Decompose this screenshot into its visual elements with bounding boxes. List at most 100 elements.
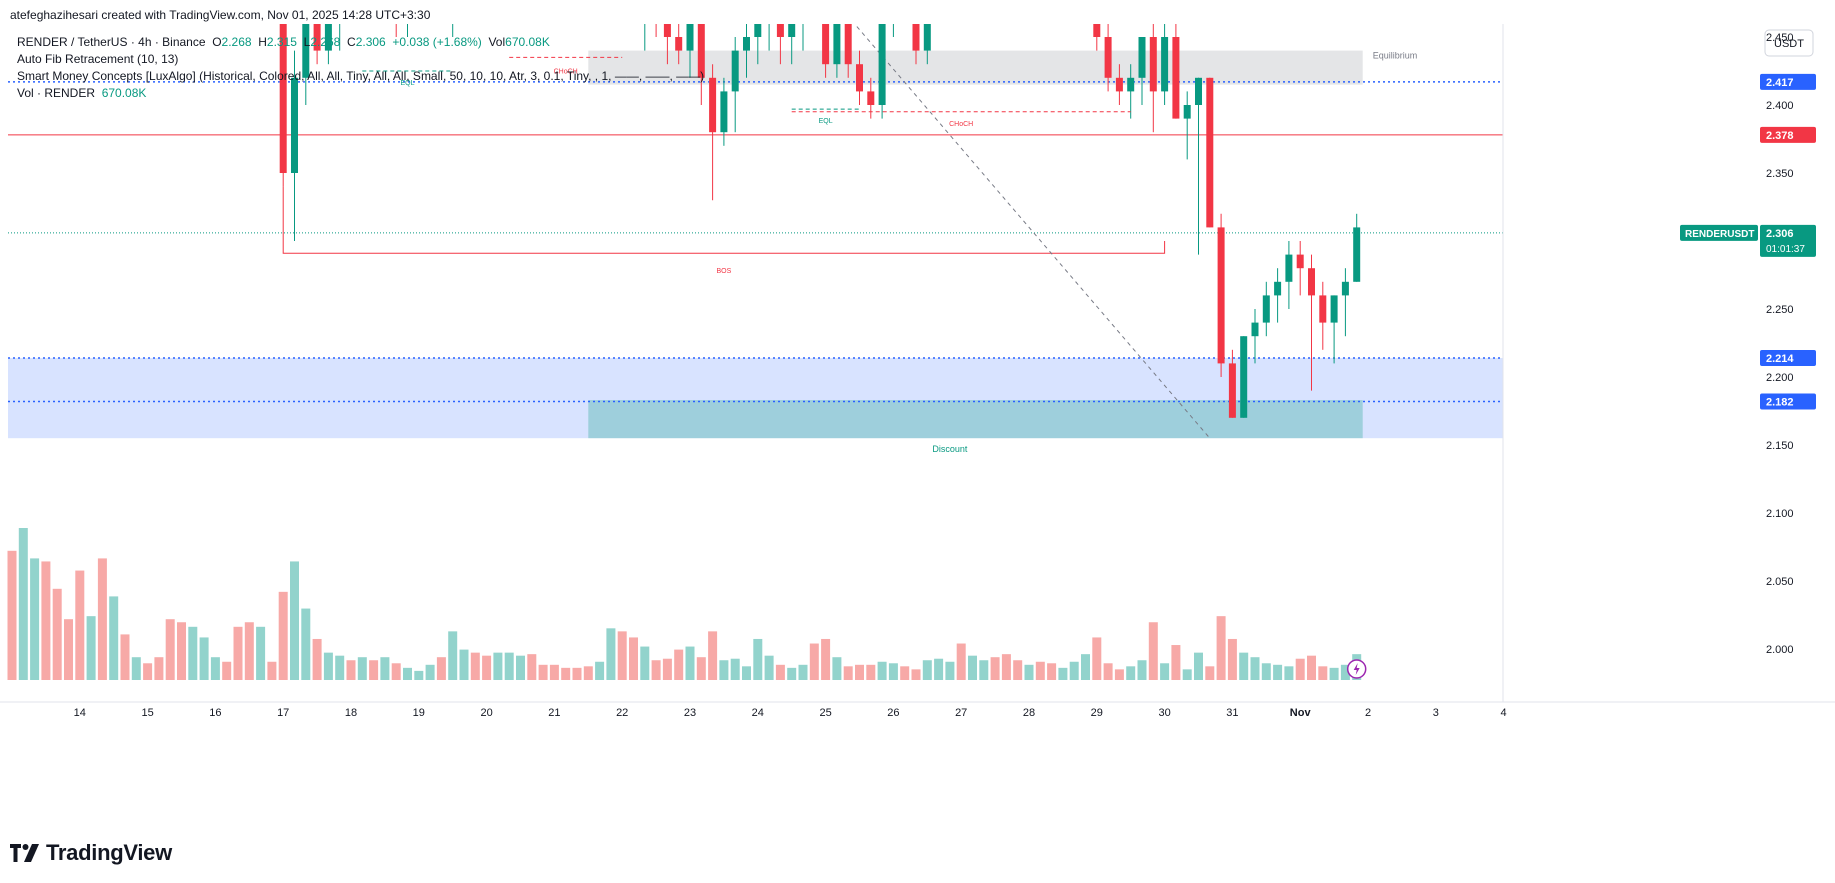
volume-bar <box>1024 664 1034 680</box>
candle[interactable] <box>1353 213 1361 282</box>
candle[interactable] <box>833 24 841 78</box>
volume-bar <box>1137 660 1147 680</box>
candle[interactable] <box>890 24 897 37</box>
volume-bar <box>1329 667 1339 680</box>
legend-ohlc-row[interactable]: RENDER / TetherUS · 4h · Binance O2.268 … <box>17 34 704 51</box>
x-tick-label: 26 <box>887 707 899 719</box>
candle[interactable] <box>1319 281 1327 350</box>
candle[interactable] <box>1104 24 1112 92</box>
price-label-2[interactable]: 2.214 <box>1760 349 1816 366</box>
candle[interactable] <box>800 24 807 51</box>
candle[interactable] <box>1149 24 1157 133</box>
currency-button[interactable]: USDT <box>1764 29 1814 57</box>
candle[interactable] <box>754 24 762 65</box>
price-label-0[interactable]: 2.417 <box>1760 73 1816 90</box>
volume-bar <box>335 655 345 680</box>
volume-bar <box>470 652 480 680</box>
candle[interactable] <box>1127 64 1135 119</box>
candle[interactable] <box>743 24 750 78</box>
candle[interactable] <box>324 24 332 65</box>
candle[interactable] <box>1296 241 1304 296</box>
candle[interactable] <box>663 24 671 65</box>
candle[interactable] <box>1341 268 1349 337</box>
volume-bar <box>730 658 740 680</box>
candle[interactable] <box>1251 309 1259 364</box>
candle[interactable] <box>1330 295 1338 364</box>
candle[interactable] <box>1161 24 1169 105</box>
candle-body <box>822 24 830 65</box>
structure-label-3: EQL <box>400 80 414 87</box>
volume-bar <box>1227 638 1237 680</box>
candle[interactable] <box>923 24 931 65</box>
candle[interactable] <box>1206 77 1214 228</box>
candle[interactable] <box>1285 241 1293 309</box>
candle[interactable] <box>279 24 287 187</box>
volume-bar <box>843 666 853 680</box>
volume-bar <box>708 631 718 680</box>
volume-bar <box>1114 669 1124 680</box>
candle[interactable] <box>404 24 411 37</box>
candle[interactable] <box>697 24 705 105</box>
lightning-icon[interactable] <box>1346 659 1367 679</box>
legend-vol: 670.08K <box>505 35 550 49</box>
lightning-icon-bolt <box>1353 663 1360 675</box>
y-tick-label: 2.450 <box>1766 32 1794 44</box>
candle[interactable] <box>1308 254 1315 391</box>
tradingview-logo[interactable]: TradingView <box>10 840 172 866</box>
candle[interactable] <box>1195 77 1202 255</box>
legend-indicator-fib[interactable]: Auto Fib Retracement (10, 13) <box>17 52 179 66</box>
candle[interactable] <box>709 64 717 201</box>
candle[interactable] <box>1115 64 1123 105</box>
candle[interactable] <box>776 24 784 65</box>
volume-bar <box>538 664 548 680</box>
volume-bar <box>696 657 706 680</box>
candle[interactable] <box>1240 336 1248 418</box>
candle[interactable] <box>1228 349 1236 418</box>
price-label-1[interactable]: 2.378 <box>1760 126 1816 143</box>
candle[interactable] <box>766 24 773 51</box>
volume-bar <box>120 634 130 680</box>
candle[interactable] <box>1172 24 1180 119</box>
candle[interactable] <box>641 24 648 51</box>
candle[interactable] <box>653 24 660 37</box>
candle-body <box>1251 322 1259 337</box>
candle-body <box>776 24 784 38</box>
legend-symbol[interactable]: RENDER / TetherUS · 4h · Binance <box>17 35 206 49</box>
candle[interactable] <box>1262 281 1270 337</box>
candle[interactable] <box>1093 24 1101 51</box>
candle[interactable] <box>1274 268 1282 323</box>
candle[interactable] <box>912 24 920 65</box>
candle[interactable] <box>822 24 830 78</box>
candle[interactable] <box>313 24 321 65</box>
candle[interactable] <box>302 24 310 105</box>
candle[interactable] <box>731 37 739 133</box>
legend-indicator-vol[interactable]: Vol · RENDER 670.08K <box>17 85 704 102</box>
legend-indicator-smc[interactable]: Smart Money Concepts [LuxAlgo] (Historic… <box>17 69 705 83</box>
legend-low: 2.268 <box>310 35 341 49</box>
candle[interactable] <box>336 24 343 51</box>
x-tick-label: 28 <box>1023 707 1035 719</box>
volume-bar <box>1340 664 1350 680</box>
volume-bar <box>222 661 232 680</box>
candle[interactable] <box>675 24 683 65</box>
y-tick-label: 2.400 <box>1766 100 1794 112</box>
candle[interactable] <box>856 50 863 105</box>
last-price-tag[interactable]: RENDERUSDT 2.306 01:01:37 <box>1680 224 1816 257</box>
candle[interactable] <box>720 77 728 146</box>
price-label-3[interactable]: 2.182 <box>1760 393 1816 410</box>
candle[interactable] <box>844 24 852 78</box>
candle[interactable] <box>1138 37 1146 105</box>
candle[interactable] <box>1217 213 1225 377</box>
volume-bar <box>1001 654 1011 680</box>
candle[interactable] <box>788 24 796 65</box>
x-tick-label: 14 <box>74 707 86 719</box>
candle-body <box>675 37 683 51</box>
candle[interactable] <box>878 24 886 119</box>
candle-body <box>313 24 321 51</box>
price-chart[interactable]: PremiumEquilibriumDiscount BOSCHoCHCHoCH… <box>0 24 1835 834</box>
candle[interactable] <box>1183 91 1191 160</box>
volume-bar <box>1194 652 1203 680</box>
candle[interactable] <box>686 24 694 78</box>
candle[interactable] <box>291 50 298 241</box>
price-label-text: 2.378 <box>1766 130 1794 142</box>
